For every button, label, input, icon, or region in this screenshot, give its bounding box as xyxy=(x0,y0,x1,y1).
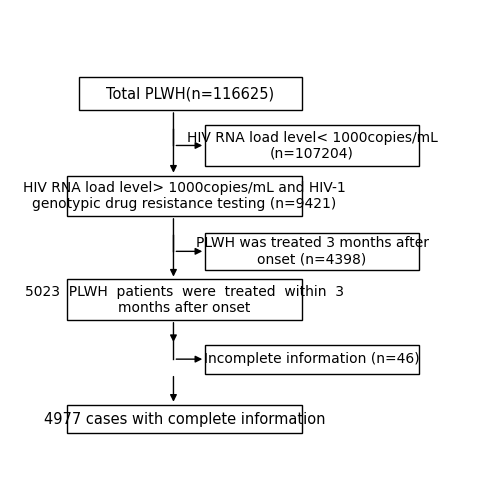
Bar xyxy=(67,280,302,320)
Text: Total PLWH(n=116625): Total PLWH(n=116625) xyxy=(106,86,274,101)
Bar xyxy=(205,126,419,166)
Bar xyxy=(79,78,302,110)
Text: 4977 cases with complete information: 4977 cases with complete information xyxy=(44,412,325,426)
Text: 5023  PLWH  patients  were  treated  within  3
months after onset: 5023 PLWH patients were treated within 3… xyxy=(25,284,344,315)
Bar xyxy=(67,176,302,216)
Bar xyxy=(67,404,302,434)
Bar xyxy=(205,233,419,270)
Text: HIV RNA load level> 1000copies/mL and HIV-1
genotypic drug resistance testing (n: HIV RNA load level> 1000copies/mL and HI… xyxy=(23,180,346,211)
Text: Incomplete information (n=46): Incomplete information (n=46) xyxy=(204,352,420,366)
Text: HIV RNA load level< 1000copies/mL
(n=107204): HIV RNA load level< 1000copies/mL (n=107… xyxy=(187,130,437,161)
Bar xyxy=(205,345,419,374)
Text: PLWH was treated 3 months after
onset (n=4398): PLWH was treated 3 months after onset (n… xyxy=(195,236,429,266)
